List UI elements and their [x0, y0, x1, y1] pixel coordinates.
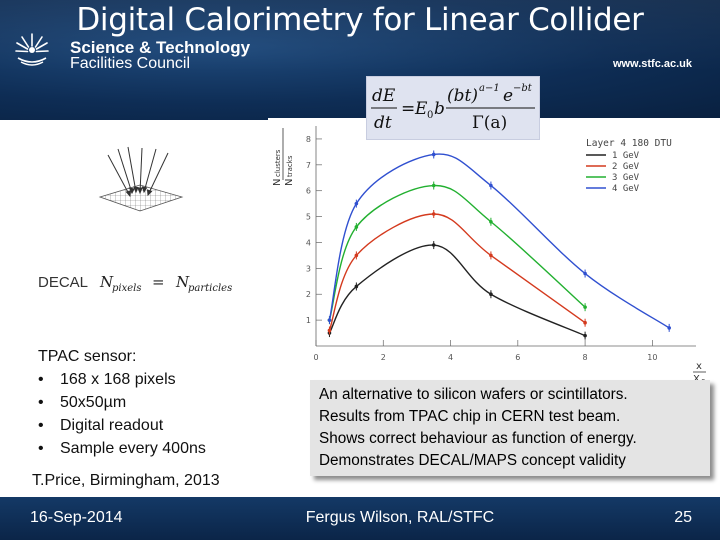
formula-b: b [434, 99, 445, 119]
y-label-denominator-subscript: tracks [286, 155, 294, 177]
y-tick-label: 2 [306, 290, 311, 299]
caption-line: Demonstrates DECAL/MAPS concept validity [319, 452, 626, 469]
n-particles-symbol: N [175, 273, 190, 291]
slide-title: Digital Calorimetry for Linear Collider [76, 2, 644, 38]
formula-sub0: 0 [427, 110, 433, 121]
x-tick-label: 0 [313, 353, 318, 362]
formula-e: e [503, 86, 513, 106]
legend-entry: 3 GeV [612, 173, 640, 183]
legend-entry: 2 GeV [612, 162, 640, 172]
formula-E: E [414, 99, 428, 119]
formula-exponent-a: a−1 [479, 83, 500, 94]
n-particles-subscript: particles [188, 283, 232, 294]
y-tick-label: 7 [306, 161, 311, 170]
data-point [583, 271, 587, 276]
n-pixels-subscript: pixels [112, 283, 142, 294]
list-item: 50x50µm [38, 391, 206, 414]
equals-sign: = [152, 273, 165, 291]
org-name-line1: Science & Technology [70, 38, 251, 57]
series-line [328, 184, 586, 321]
data-point [489, 219, 493, 224]
page-number: 25 [674, 509, 692, 526]
x-label-denominator: X [693, 374, 700, 385]
x-tick-label: 8 [583, 353, 588, 362]
formula-equals: = [401, 99, 415, 119]
y-label-numerator-subscript: clusters [274, 149, 282, 177]
data-point [354, 201, 359, 206]
legend-entry: 4 GeV [612, 184, 640, 194]
x-tick-label: 10 [647, 353, 657, 362]
footer-bar: 16-Sep-2014 Fergus Wilson, RAL/STFC 25 [0, 497, 720, 540]
footer-author: Fergus Wilson, RAL/STFC [305, 509, 495, 526]
series-2 [327, 210, 587, 335]
n-pixels-symbol: N [99, 273, 114, 291]
data-point [431, 243, 436, 247]
formula-bt: (bt) [447, 86, 478, 106]
caption-box: An alternative to silicon wafers or scin… [310, 380, 710, 476]
data-point [489, 292, 493, 297]
detector-illustration [98, 146, 184, 212]
org-name-line2: Facilities Council [70, 55, 191, 72]
series-line [328, 244, 586, 337]
formula-exponent-bt: −bt [513, 83, 533, 94]
chart-svg: N clusters N tracks x X 0 12345678024681… [272, 126, 706, 386]
caption-line: Shows correct behaviour as function of e… [319, 430, 637, 447]
list-item: Digital readout [38, 414, 206, 437]
data-point [431, 152, 436, 157]
y-tick-label: 6 [306, 187, 311, 196]
list-item: Sample every 400ns [38, 437, 206, 460]
series-line [328, 153, 670, 329]
caption-line: Results from TPAC chip in CERN test beam… [319, 408, 621, 425]
energy-profile-chart: N clusters N tracks x X 0 12345678024681… [268, 118, 720, 386]
data-point [354, 253, 359, 258]
series-4 [327, 150, 671, 332]
formula-gamma: Γ(a) [472, 113, 507, 133]
decal-equation: DECAL N pixels = N particles [38, 273, 232, 294]
y-tick-label: 3 [306, 264, 311, 273]
series-1 [327, 241, 587, 340]
x-tick-label: 4 [448, 353, 453, 362]
x-tick-label: 6 [515, 353, 520, 362]
legend-title: Layer 4 180 DTU [586, 138, 672, 149]
y-label-numerator: N [272, 179, 283, 186]
y-tick-label: 1 [306, 316, 311, 325]
caption-line: An alternative to silicon wafers or scin… [319, 386, 628, 403]
data-point [354, 284, 359, 289]
y-tick-label: 4 [306, 238, 311, 247]
header-banner: Science & Technology Facilities Council … [0, 0, 720, 120]
x-label-numerator: x [696, 361, 702, 372]
list-item: 168 x 168 pixels [38, 368, 206, 391]
data-point [354, 225, 359, 229]
legend-entry: 1 GeV [612, 151, 640, 161]
footer-date: 16-Sep-2014 [30, 509, 123, 526]
tpac-heading: TPAC sensor: [38, 348, 137, 365]
data-point [431, 212, 436, 216]
data-point [583, 305, 587, 309]
tpac-sensor-list: TPAC sensor: 168 x 168 pixels 50x50µm Di… [38, 345, 206, 460]
website-url: www.stfc.ac.uk [612, 58, 692, 70]
y-tick-label: 5 [306, 213, 311, 222]
y-tick-label: 8 [306, 135, 311, 144]
x-tick-label: 2 [381, 353, 386, 362]
series-3 [327, 181, 587, 325]
data-point [489, 253, 493, 258]
decal-label: DECAL [38, 274, 88, 291]
gamma-distribution-formula: dE dt = E 0 b (bt) a−1 e −bt Γ(a) [366, 76, 540, 140]
stfc-logo-icon [15, 33, 49, 66]
data-point [489, 183, 493, 188]
formula-dE: dE [372, 86, 396, 106]
data-point [583, 333, 587, 338]
data-point [431, 183, 436, 188]
data-point [327, 318, 332, 322]
y-axis-label: N clusters N tracks [272, 128, 295, 186]
data-point [667, 326, 671, 330]
data-point [583, 320, 587, 325]
data-point [327, 328, 332, 333]
formula-dt: dt [374, 113, 392, 133]
credit-text: T.Price, Birmingham, 2013 [32, 472, 220, 489]
y-label-denominator: N [284, 179, 295, 186]
